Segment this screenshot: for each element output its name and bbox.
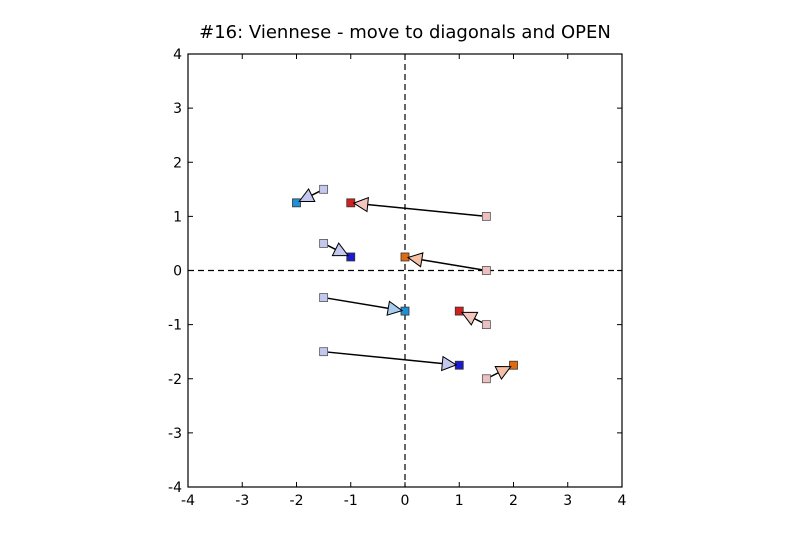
move-1 xyxy=(292,184,329,208)
move-line xyxy=(350,202,487,218)
y-tick-label: 3 xyxy=(173,101,182,117)
end-marker xyxy=(400,252,410,262)
start-marker xyxy=(319,184,329,194)
y-tick-label: 1 xyxy=(173,209,182,225)
start-marker xyxy=(319,293,329,302)
y-tick-label: 0 xyxy=(173,264,182,280)
chart-title: #16: Viennese - move to diagonals and OP… xyxy=(199,22,611,43)
x-tick-label: -1 xyxy=(344,493,358,509)
y-tick-label: 2 xyxy=(173,155,182,171)
arrow-head xyxy=(352,196,369,213)
arrow-head xyxy=(386,300,404,316)
start-marker xyxy=(481,374,491,384)
y-tick-label: -4 xyxy=(168,480,182,496)
x-tick-label: -2 xyxy=(290,493,304,509)
x-tick-label: 1 xyxy=(455,493,464,509)
x-tick-label: -4 xyxy=(181,493,195,509)
y-tick-label: 4 xyxy=(173,47,182,63)
start-marker xyxy=(481,266,491,275)
move-2 xyxy=(346,196,491,221)
move-7 xyxy=(319,347,464,372)
arrow-head xyxy=(494,365,512,381)
end-marker xyxy=(400,306,410,316)
move-4 xyxy=(400,252,491,275)
move-3 xyxy=(319,239,356,262)
reference-lines xyxy=(188,54,622,487)
start-marker xyxy=(319,347,329,357)
x-tick-label: 0 xyxy=(401,493,410,509)
move-line xyxy=(323,350,460,366)
move-arrows xyxy=(292,184,518,384)
end-marker xyxy=(454,306,464,316)
axis-ticks: -4 -3 -2 -1 0 1 2 3 4 -4 -3 -2 -1 0 1 2 3 4 xyxy=(168,47,627,509)
arrow-head xyxy=(460,311,479,326)
start-marker xyxy=(319,239,329,248)
start-marker xyxy=(481,211,491,221)
end-marker xyxy=(346,252,356,262)
arrow-head xyxy=(298,188,316,202)
x-tick-label: -3 xyxy=(235,493,249,509)
y-tick-label: -2 xyxy=(168,372,182,388)
x-tick-label: 4 xyxy=(618,493,627,509)
y-tick-label: -1 xyxy=(168,318,182,334)
end-marker xyxy=(292,198,301,208)
arrow-head xyxy=(441,355,458,372)
move-5 xyxy=(319,293,410,316)
x-tick-label: 3 xyxy=(563,493,572,509)
move-6 xyxy=(454,306,491,330)
x-tick-label: 2 xyxy=(509,493,518,509)
end-marker xyxy=(509,360,518,370)
move-8 xyxy=(481,360,518,384)
arrow-head xyxy=(406,252,424,268)
y-tick-label: -3 xyxy=(168,426,182,442)
arrow-head xyxy=(331,242,350,257)
start-marker xyxy=(481,320,491,330)
